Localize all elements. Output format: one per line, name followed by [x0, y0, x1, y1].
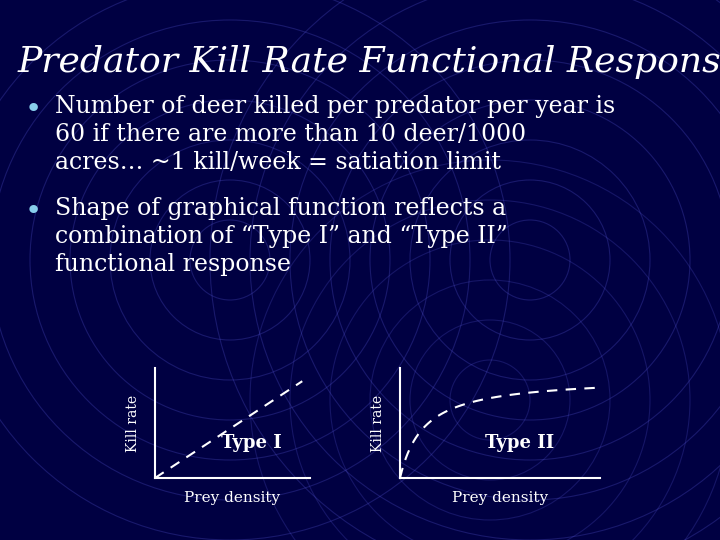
Text: functional response: functional response — [55, 253, 291, 276]
Text: Type II: Type II — [485, 434, 554, 452]
Text: Type I: Type I — [221, 434, 282, 452]
Text: Predator Kill Rate Functional Response: Predator Kill Rate Functional Response — [18, 45, 720, 79]
Text: Prey density: Prey density — [452, 491, 548, 505]
Text: combination of “Type I” and “Type II”: combination of “Type I” and “Type II” — [55, 225, 508, 248]
Text: 60 if there are more than 10 deer/1000: 60 if there are more than 10 deer/1000 — [55, 123, 526, 146]
Text: Shape of graphical function reflects a: Shape of graphical function reflects a — [55, 197, 506, 220]
Text: Kill rate: Kill rate — [126, 394, 140, 451]
Text: Prey density: Prey density — [184, 491, 281, 505]
Text: Kill rate: Kill rate — [371, 394, 385, 451]
Text: •: • — [25, 197, 42, 225]
Text: •: • — [25, 95, 42, 123]
Text: Number of deer killed per predator per year is: Number of deer killed per predator per y… — [55, 95, 616, 118]
Text: acres… ~1 kill/week = satiation limit: acres… ~1 kill/week = satiation limit — [55, 151, 501, 174]
